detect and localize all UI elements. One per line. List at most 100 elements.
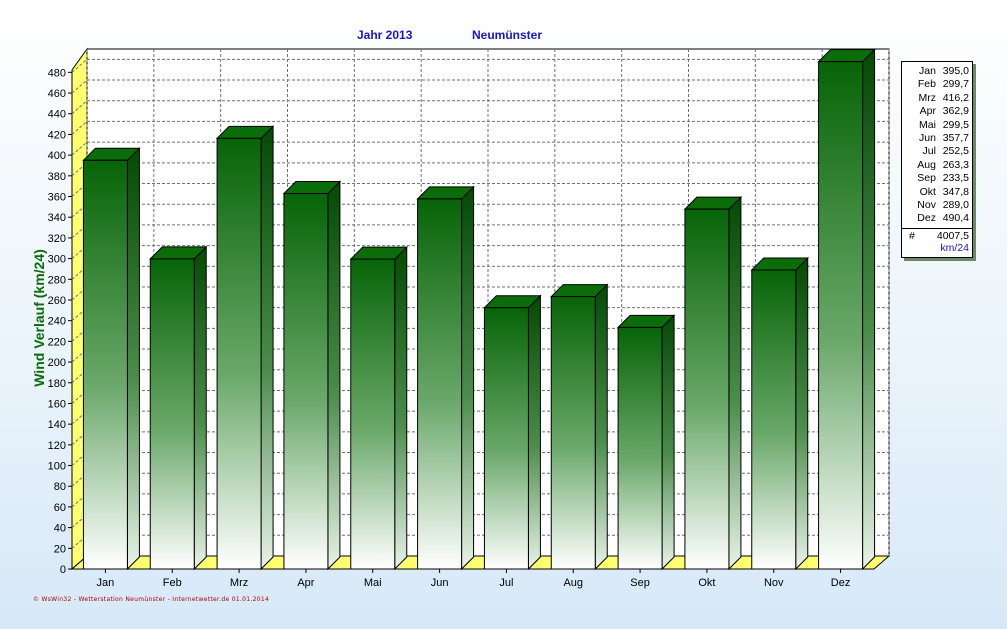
legend-row: Nov 289,0: [905, 199, 969, 212]
y-tick-label: 40: [54, 523, 66, 535]
legend-row: Jul 252,5: [905, 145, 969, 158]
station-name: Neumünster: [472, 28, 543, 42]
bar-front: [550, 296, 596, 570]
bar: [616, 314, 676, 571]
bar-front: [751, 269, 797, 570]
legend-row: Okt 347,8: [905, 186, 969, 199]
bar-side: [594, 283, 608, 571]
y-tick-label: 420: [48, 129, 66, 141]
legend-month: Jan: [919, 65, 936, 77]
legend-value: 299,5: [942, 118, 969, 131]
chart-title: Jahr 2013: [357, 28, 413, 42]
bar-side: [527, 294, 541, 571]
legend-value: 362,9: [942, 105, 969, 118]
x-tick-label: Jan: [97, 577, 115, 589]
x-tick-label: Jun: [431, 577, 449, 589]
legend-month: Dez: [917, 212, 936, 225]
bar-side: [327, 180, 341, 571]
bar-front: [283, 193, 329, 570]
y-axis-ticks: 0 20 40 60 80 100 120 140 160 180 200 220 240 260 280 3…: [48, 67, 72, 576]
y-tick-label: 0: [60, 564, 66, 576]
legend-value: 490,4: [942, 212, 969, 225]
legend-value: 263,3: [942, 158, 969, 171]
legend-month: Jun: [919, 131, 936, 144]
y-tick-label: 260: [48, 295, 66, 307]
x-tick-label: Nov: [764, 577, 784, 589]
y-tick-label: 140: [48, 419, 66, 431]
y-tick-label: 100: [48, 461, 66, 473]
x-tick-label: Aug: [563, 577, 583, 589]
bar-front: [82, 159, 128, 570]
bar-front: [350, 258, 396, 570]
legend-total-unit: km/24: [940, 241, 969, 254]
bar-side: [260, 125, 274, 571]
y-tick-label: 20: [54, 543, 66, 555]
y-tick-label: 160: [48, 398, 66, 410]
legend-total-value: 4007,5: [936, 229, 969, 242]
grid-line-diag: [71, 79, 88, 94]
legend-month: Feb: [917, 78, 936, 91]
legend-month: Jul: [922, 145, 936, 158]
bar: [817, 48, 876, 571]
bar-front: [216, 137, 262, 570]
legend-value: 357,7: [942, 131, 969, 144]
bar: [483, 294, 542, 571]
bar: [82, 147, 141, 571]
grid-line-diag: [71, 58, 88, 73]
bar-front: [417, 198, 463, 570]
y-tick-label: 340: [48, 212, 66, 224]
bar-side: [126, 147, 140, 571]
bar-side: [661, 314, 675, 571]
bar-front: [684, 208, 730, 570]
legend-value: 347,8: [942, 185, 969, 198]
y-tick-label: 200: [48, 357, 66, 369]
legend-row: Feb 299,7: [905, 78, 969, 91]
bar-side: [394, 245, 408, 571]
legend-row: Jun 357,7: [905, 132, 969, 145]
legend-row: Dez 490,4: [905, 212, 969, 225]
grid-line-diag: [71, 100, 88, 115]
footer-credit: © WsWin32 - Wetterstation Neumünster - I…: [33, 596, 270, 603]
bar-side: [193, 245, 207, 571]
bar-front: [818, 61, 864, 570]
bar: [683, 195, 743, 571]
x-tick-label: Sep: [630, 577, 650, 589]
bar-front: [617, 326, 663, 570]
legend-value: 289,0: [942, 198, 969, 211]
x-tick-label: Dez: [831, 577, 851, 589]
legend-month: Sep: [917, 172, 936, 185]
y-tick-label: 480: [48, 67, 66, 79]
y-tick-label: 180: [48, 378, 66, 390]
legend-month: Mrz: [918, 91, 936, 104]
legend-value: 233,5: [942, 172, 969, 185]
y-tick-label: 240: [48, 316, 66, 328]
bar-front: [149, 258, 195, 570]
legend-row: Apr 362,9: [905, 105, 969, 118]
x-tick-label: Feb: [163, 577, 182, 589]
legend-value: 416,2: [942, 91, 969, 104]
bar-side: [862, 48, 876, 571]
legend: Jan 395,0 Feb 299,7 Mrz 416,2 Apr 362,9 Mai 299,5…: [901, 61, 973, 258]
y-tick-label: 440: [48, 109, 66, 121]
y-tick-label: 280: [48, 274, 66, 286]
bar: [149, 245, 208, 571]
x-tick-label: Jul: [499, 577, 513, 589]
bar: [282, 180, 342, 571]
legend-month: Nov: [917, 198, 936, 211]
bar-side: [461, 185, 475, 571]
y-tick-label: 220: [48, 336, 66, 348]
legend-row: Mai 299,5: [905, 119, 969, 132]
legend-value: 252,5: [942, 145, 969, 158]
y-tick-label: 380: [48, 171, 66, 183]
bar: [550, 283, 609, 571]
bar: [750, 256, 809, 571]
bar-front: [483, 307, 529, 570]
legend-row: Jan 395,0: [905, 65, 969, 78]
grid-line-diag: [71, 141, 88, 156]
bar: [416, 185, 475, 571]
x-tick-label: Okt: [698, 577, 715, 589]
legend-month: Apr: [919, 105, 936, 118]
y-tick-label: 300: [48, 254, 66, 266]
x-axis-ticks: Jan Feb Mrz Apr Mai Jun Jul Aug Sep Okt Nov Dez: [97, 569, 851, 589]
